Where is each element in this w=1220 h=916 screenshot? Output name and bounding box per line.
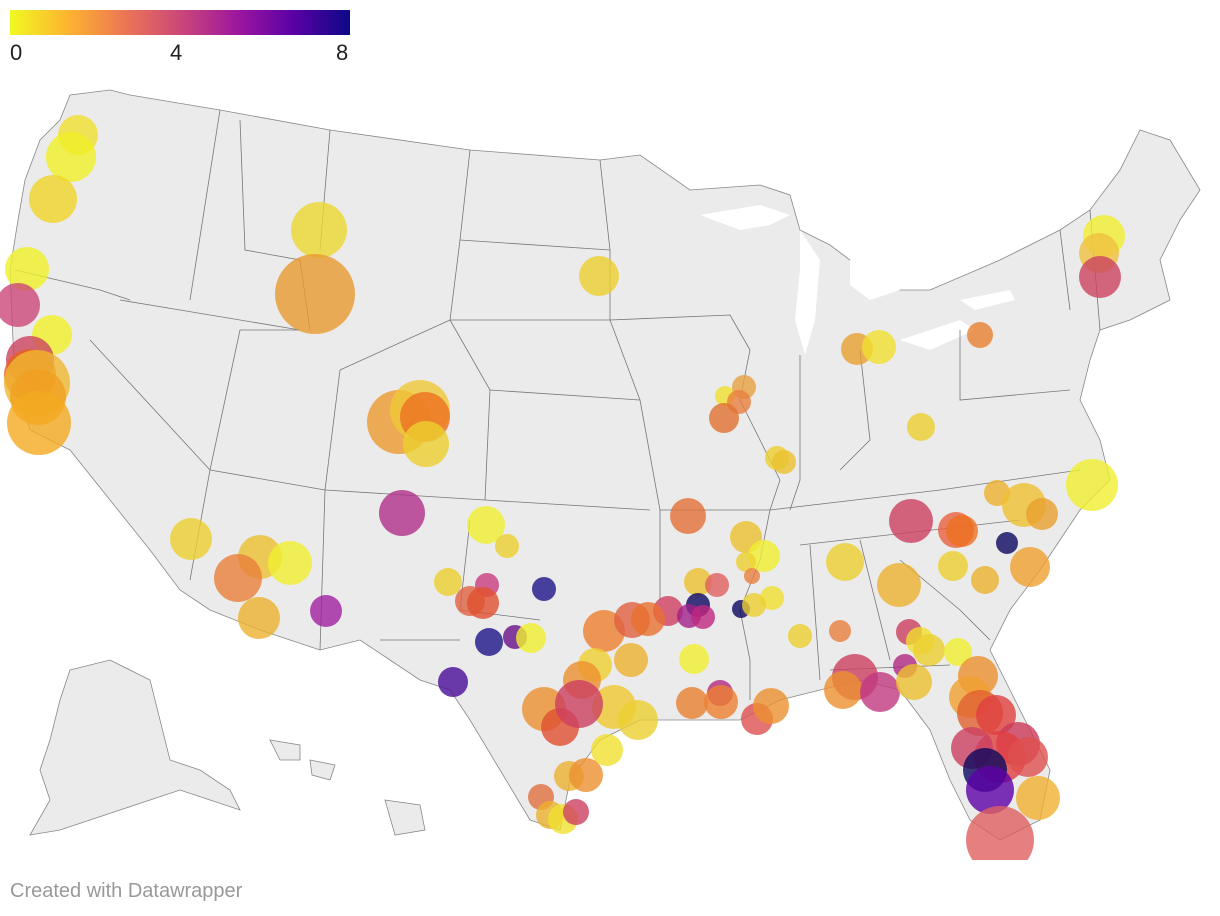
map-credit: Created with Datawrapper (10, 880, 243, 902)
bubble-117 (1008, 737, 1048, 777)
bubble-24 (709, 403, 739, 433)
bubble-40 (434, 568, 462, 596)
bubble-58 (760, 586, 784, 610)
bubble-83 (569, 758, 603, 792)
bubble-74 (591, 734, 623, 766)
bubble-81 (788, 624, 812, 648)
bubble-31 (379, 490, 425, 536)
bubble-101 (829, 620, 851, 642)
bubble-1 (46, 132, 96, 182)
bubble-88 (826, 543, 864, 581)
legend-tick-8: 8 (336, 40, 349, 65)
great-lakes (700, 205, 1015, 355)
bubble-39 (495, 534, 519, 558)
bubble-104 (913, 634, 945, 666)
bubble-90 (889, 499, 933, 543)
bubble-80 (753, 688, 789, 724)
us-bubble-map (0, 89, 1201, 860)
bubble-52 (736, 552, 756, 572)
bubble-98 (996, 532, 1018, 554)
bubble-55 (705, 573, 729, 597)
bubble-17 (967, 322, 993, 348)
bubble-99 (1010, 547, 1050, 587)
bubble-35 (214, 554, 262, 602)
bubble-65 (631, 602, 665, 636)
color-legend: 0 4 8 (10, 10, 350, 70)
bubble-93 (938, 551, 968, 581)
bubble-110 (896, 664, 932, 700)
bubble-59 (742, 593, 766, 617)
legend-tick-0: 0 (10, 40, 23, 65)
bubble-87 (563, 799, 589, 825)
bubble-3 (5, 247, 49, 291)
bubble-54 (684, 568, 712, 596)
bubble-19 (862, 330, 896, 364)
bubble-16 (1079, 256, 1121, 298)
bubble-48 (438, 667, 468, 697)
bubble-94 (971, 566, 999, 594)
bubble-49 (670, 498, 706, 534)
legend-tick-4: 4 (170, 40, 183, 65)
legend-gradient-bar (10, 10, 350, 35)
bubble-10 (7, 391, 71, 455)
alaska-land (29, 659, 241, 836)
bubble-36 (238, 597, 280, 639)
bubble-layer (0, 115, 1125, 860)
bubble-30 (403, 421, 449, 467)
bubble-37 (310, 595, 342, 627)
bubble-108 (860, 672, 900, 712)
bubble-51 (748, 540, 780, 572)
bubble-89 (877, 563, 921, 607)
hawaii-land (269, 739, 426, 836)
bubble-72 (555, 680, 603, 728)
bubble-92 (946, 515, 978, 547)
bubble-2 (29, 175, 77, 223)
bubble-114 (976, 695, 1016, 735)
bubble-13 (579, 256, 619, 296)
bubble-107 (824, 671, 862, 709)
bubble-62 (691, 605, 715, 629)
bubble-44 (467, 587, 499, 619)
bubble-47 (516, 623, 546, 653)
bubble-4 (0, 283, 40, 327)
bubble-12 (275, 254, 355, 334)
bubble-78 (704, 685, 738, 719)
bubble-20 (907, 413, 935, 441)
bubble-11 (291, 202, 347, 258)
bubble-75 (679, 644, 709, 674)
bubble-26 (772, 450, 796, 474)
bubble-32 (170, 518, 212, 560)
bubble-121 (1016, 776, 1060, 820)
bubble-38 (467, 506, 505, 544)
bubble-53 (744, 568, 760, 584)
bubble-97 (1026, 498, 1058, 530)
bubble-45 (475, 628, 503, 656)
bubble-34 (268, 541, 312, 585)
bubble-122 (966, 806, 1034, 860)
bubble-42 (532, 577, 556, 601)
bubble-77 (676, 687, 708, 719)
bubble-100 (1066, 459, 1118, 511)
bubble-73 (618, 700, 658, 740)
bubble-120 (966, 766, 1014, 814)
bubble-105 (944, 638, 972, 666)
bubble-66 (614, 643, 648, 677)
